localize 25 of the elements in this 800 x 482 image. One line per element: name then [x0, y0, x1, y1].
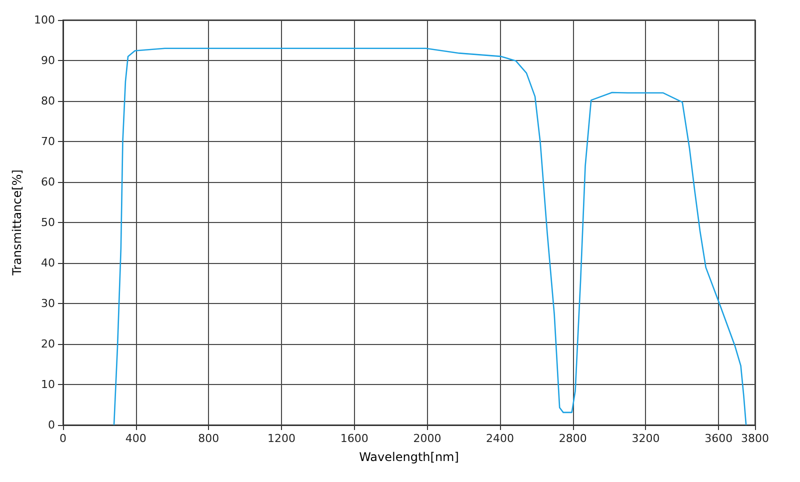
x-tick-label: 2400	[486, 432, 514, 445]
y-tick-label: 20	[41, 338, 55, 350]
y-tick-label: 0	[48, 418, 55, 432]
y-tick-label: 100	[34, 14, 55, 26]
y-tick-label: 40	[41, 256, 55, 270]
line-series	[113, 48, 747, 426]
x-tick-label: 3200	[632, 432, 660, 445]
y-axis-title: Transmittance[%]	[10, 170, 24, 276]
y-tick-label: 60	[41, 176, 55, 188]
x-tick-label: 0	[60, 432, 66, 445]
y-tick-label: 80	[41, 94, 55, 108]
x-tick-label: 1600	[340, 432, 368, 445]
x-tick-label: 800	[198, 432, 220, 445]
x-tick-label: 3600	[704, 432, 733, 445]
y-tick-label: 10	[41, 378, 55, 391]
x-tick-label: 2000	[413, 432, 442, 445]
x-tick-label: 400	[125, 432, 146, 445]
y-tick-label: 30	[41, 297, 55, 310]
y-tick-label: 90	[41, 54, 55, 67]
x-tick-label: 3800	[741, 432, 769, 445]
x-tick-label: 1200	[268, 432, 296, 445]
x-axis-title: Wavelength[nm]	[359, 450, 459, 464]
y-tick-label: 50	[41, 216, 55, 229]
x-tick-label: 2800	[558, 432, 587, 445]
y-tick-label: 70	[41, 135, 55, 148]
